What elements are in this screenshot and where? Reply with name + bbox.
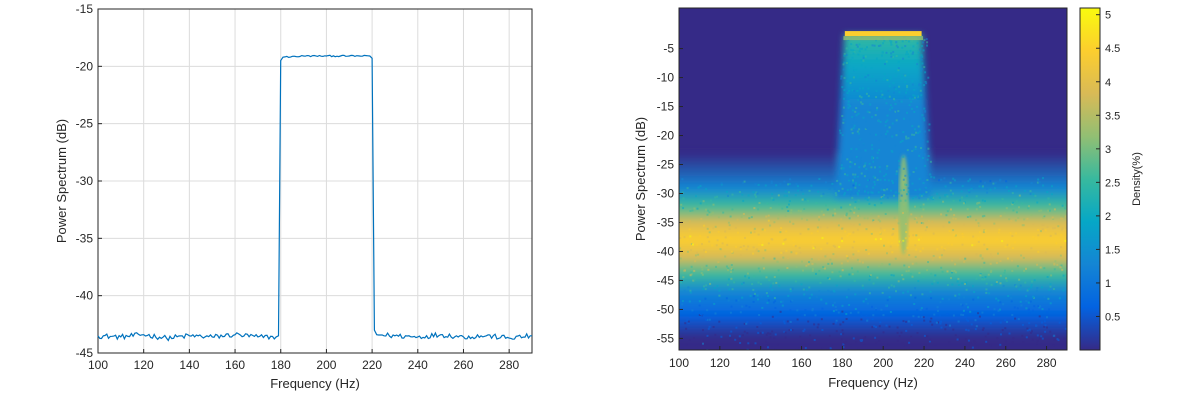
- y-tick-label: -25: [657, 158, 675, 172]
- density-image: [679, 31, 1067, 350]
- x-axis-label: Frequency (Hz): [828, 375, 918, 390]
- tick-labels: 100 120 140 160 180 200 220 240 260 280 -45 -40 -35 -…: [76, 2, 520, 372]
- x-tick-label: 100: [88, 358, 108, 372]
- y-tick-label: -20: [657, 129, 675, 143]
- colorbar-tick-label: 1.5: [1105, 244, 1120, 256]
- persistence-spectrum-heatmap: 100 120 140 160 180 200 220 240 260 280-55-50-45-…: [633, 7, 1143, 390]
- y-tick-label: -45: [657, 273, 675, 287]
- x-tick-label: 240: [408, 358, 428, 372]
- y-tick-label: -15: [76, 2, 94, 16]
- x-tick-label: 160: [225, 358, 245, 372]
- x-tick-label: 160: [792, 356, 812, 370]
- grid: [97, 8, 532, 354]
- y-axis-label: Power Spectrum (dB): [54, 119, 69, 243]
- y-tick-label: -35: [76, 231, 94, 245]
- colorbar-tick-label: 3: [1105, 144, 1111, 156]
- x-tick-label: 140: [179, 358, 199, 372]
- y-tick-label: -30: [657, 186, 675, 200]
- colorbar-tick-label: 4.5: [1105, 43, 1120, 55]
- carrier-plateau: [844, 31, 922, 37]
- colorbar-tick-label: 3.5: [1105, 110, 1120, 122]
- density-blur-layer: [679, 34, 1067, 339]
- x-tick-label: 220: [914, 356, 934, 370]
- x-axis-label: Frequency (Hz): [270, 376, 360, 391]
- x-tick-label: 200: [316, 358, 336, 372]
- x-tick-label: 140: [751, 356, 771, 370]
- y-tick-label: -50: [657, 302, 675, 316]
- colorbar-tick-label: 2: [1105, 211, 1111, 223]
- power-spectrum-line-plot: 100 120 140 160 180 200 220 240 260 280 -45 -40 -35 -…: [54, 2, 533, 391]
- x-tick-label: 180: [832, 356, 852, 370]
- colorbar-gradient: [1079, 7, 1101, 351]
- colorbar-tick-label: 5: [1105, 10, 1111, 22]
- x-tick-label: 100: [669, 356, 689, 370]
- x-tick-label: 120: [134, 358, 154, 372]
- y-tick-label: -5: [663, 42, 674, 56]
- x-tick-label: 200: [873, 356, 893, 370]
- y-tick-label: -10: [657, 71, 675, 85]
- colorbar: 0.5 1 1.5 2 2.5 3 3.5 4 4.5 5 Density(%): [1079, 7, 1143, 351]
- speckle-texture: [679, 34, 1067, 350]
- colorbar-tick-label: 4: [1105, 77, 1111, 89]
- transient-tone-tip: [901, 174, 907, 189]
- x-tick-label: 280: [499, 358, 519, 372]
- x-tick-label: 180: [271, 358, 291, 372]
- y-tick-label: -30: [76, 174, 94, 188]
- colorbar-tick-label: 0.5: [1105, 311, 1120, 323]
- y-tick-label: -25: [76, 117, 94, 131]
- y-tick-label: -35: [657, 215, 675, 229]
- y-tick-label: -20: [76, 59, 94, 73]
- colorbar-tick-label: 1: [1105, 278, 1111, 290]
- y-tick-label: -45: [76, 346, 94, 360]
- colorbar-tick-labels: 0.5 1 1.5 2 2.5 3 3.5 4 4.5 5: [1096, 10, 1120, 323]
- x-tick-label: 120: [710, 356, 730, 370]
- x-tick-label: 240: [955, 356, 975, 370]
- x-tick-label: 280: [1037, 356, 1057, 370]
- colorbar-tick-label: 2.5: [1105, 177, 1120, 189]
- y-tick-label: -40: [657, 244, 675, 258]
- x-tick-label: 220: [362, 358, 382, 372]
- y-tick-label: -40: [76, 289, 94, 303]
- plot-area-frame: [678, 7, 1068, 351]
- x-tick-label: 260: [453, 358, 473, 372]
- colorbar-label: Density(%): [1131, 152, 1143, 206]
- carrier-column: [835, 34, 932, 200]
- x-tick-label: 260: [996, 356, 1016, 370]
- y-tick-label: -15: [657, 100, 675, 114]
- tick-labels: 100 120 140 160 180 200 220 240 260 280 -55 -50 -45 -…: [657, 42, 1057, 370]
- y-axis-label: Power Spectrum (dB): [633, 117, 648, 241]
- y-tick-label: -55: [657, 331, 675, 345]
- carrier-plateau-edge: [843, 36, 924, 41]
- spectrum-line: [97, 54, 532, 342]
